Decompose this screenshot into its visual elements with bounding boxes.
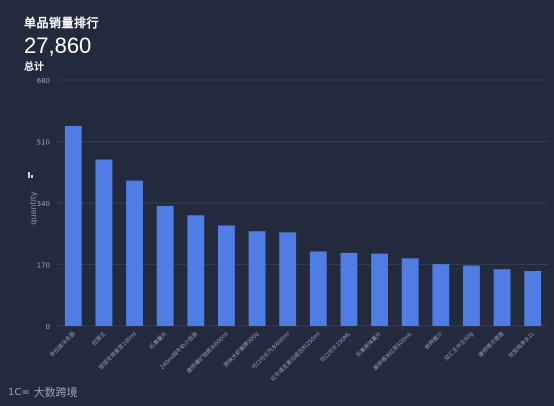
total-value: 27,860	[24, 33, 92, 58]
bar	[156, 205, 174, 326]
chart-header: 单品销量排行 27,860 总计	[24, 14, 99, 73]
watermark-text: 大数跨境	[33, 386, 78, 399]
total-label: 总计	[24, 62, 44, 73]
x-tick-label: 双汇王中王60g	[442, 330, 475, 363]
bar	[463, 265, 480, 326]
bar	[64, 125, 82, 326]
bar	[248, 231, 266, 326]
y-tick-label: 0	[46, 323, 50, 331]
y-tick-label: 680	[37, 77, 50, 85]
y-tick-label: 340	[37, 200, 50, 208]
x-tick-label: 乐事薯片	[147, 330, 168, 351]
bar	[524, 271, 542, 326]
x-tick-label: 怡宝纯净水1L	[506, 329, 536, 359]
bar	[95, 159, 113, 326]
y-tick-label: 170	[37, 262, 50, 270]
bar	[187, 215, 205, 326]
brand-logo-icon: 1C∞	[8, 386, 30, 398]
x-tick-label: 红牛维生素功能饮料250ml	[269, 329, 322, 382]
y-tick-label: 510	[37, 139, 50, 147]
axis-glyph-icon	[28, 172, 30, 178]
bar	[432, 264, 450, 326]
x-tick-label: 乐事原味薯片	[354, 330, 383, 359]
bar	[340, 252, 358, 326]
x-tick-label: 鲜榨橙汁	[423, 329, 445, 351]
bar	[371, 253, 388, 326]
x-tick-label: 辛拉面乌冬面	[48, 329, 77, 358]
x-tick-label: 可口可乐330ML	[319, 330, 353, 364]
chart-title: 单品销量排行	[24, 16, 100, 30]
bar	[309, 251, 327, 326]
y-axis-label: quantity	[29, 191, 38, 225]
bar	[279, 232, 297, 326]
watermark: 1C∞ 大数跨境	[8, 384, 78, 400]
x-tick-label: 拉面王	[90, 329, 108, 347]
axis-glyph-icon	[31, 175, 33, 178]
bar	[218, 225, 235, 326]
bar	[493, 269, 511, 326]
x-tick-label: 康师傅方便面	[476, 329, 505, 358]
bar	[126, 180, 143, 326]
bar	[401, 258, 419, 326]
